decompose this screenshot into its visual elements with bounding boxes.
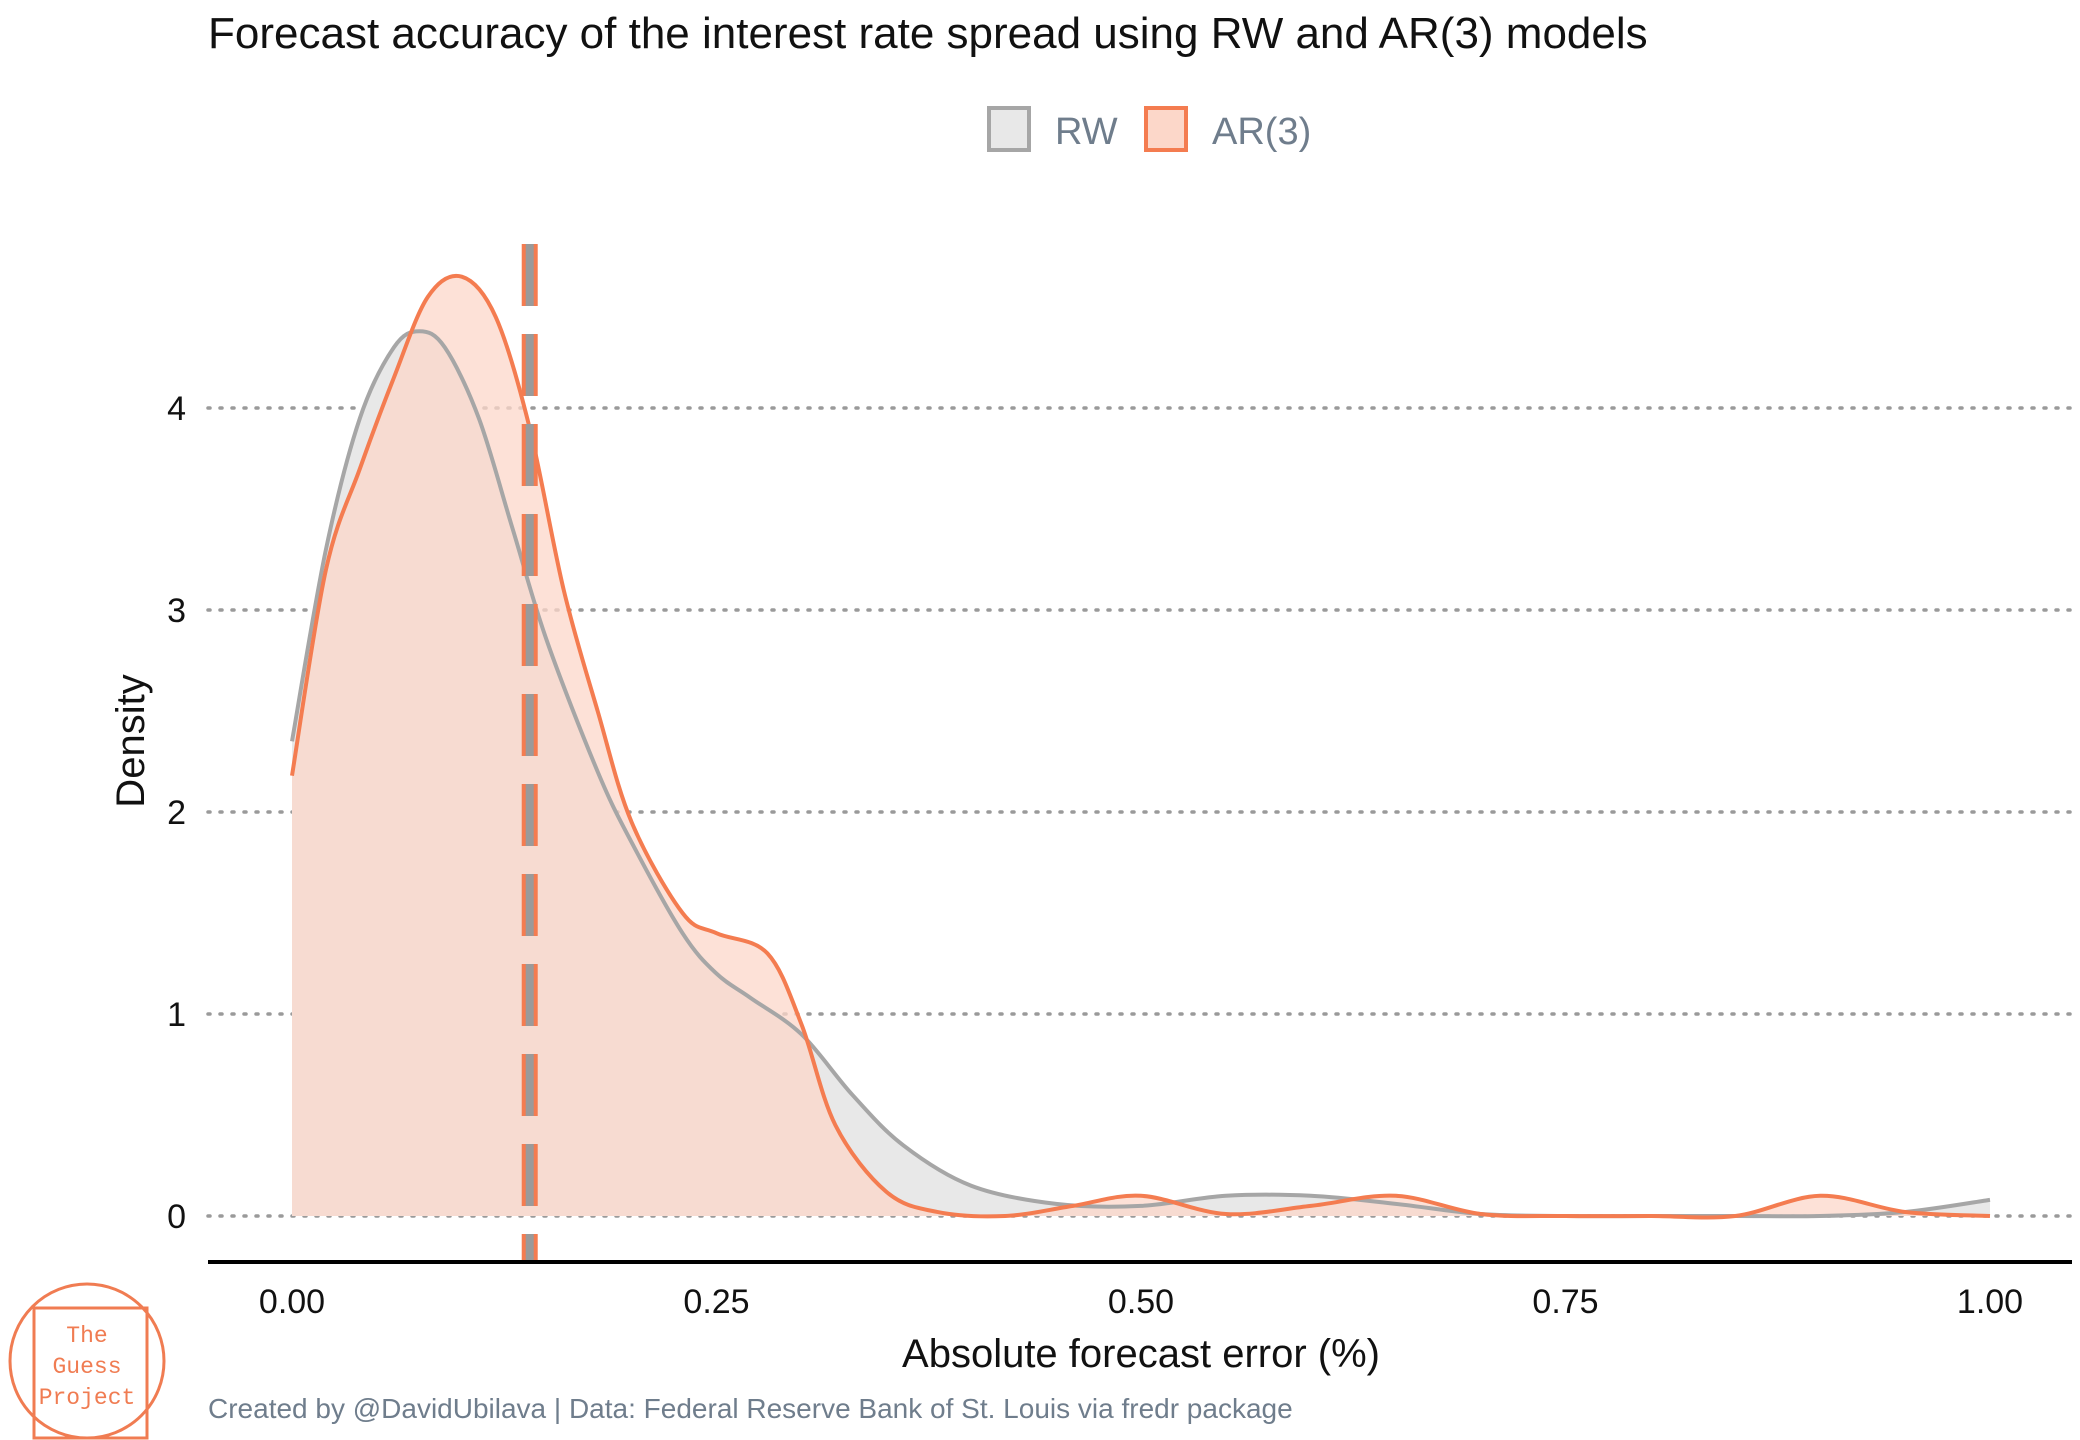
- logo-line-1: The: [66, 1323, 107, 1349]
- density-areas: [290, 273, 1991, 1220]
- x-tick-label: 0.75: [1532, 1283, 1598, 1321]
- chart-title: Forecast accuracy of the interest rate s…: [208, 9, 1648, 58]
- y-axis-title: Density: [109, 674, 153, 807]
- x-tick-label: 0.00: [259, 1283, 325, 1321]
- y-tick-label: 1: [167, 996, 186, 1034]
- x-tick-label: 1.00: [1957, 1283, 2023, 1321]
- legend: RW AR(3): [987, 106, 1311, 153]
- legend-label-rw: RW: [1055, 111, 1118, 153]
- legend-label-ar3: AR(3): [1212, 111, 1311, 153]
- density-fill-ar3: [292, 275, 1990, 1218]
- x-tick-label: 0.50: [1108, 1283, 1174, 1321]
- caption: Created by @DavidUbilava | Data: Federal…: [208, 1393, 1293, 1424]
- x-axis-title: Absolute forecast error (%): [902, 1332, 1380, 1376]
- y-tick-label: 4: [167, 390, 186, 428]
- x-tick-label: 0.25: [683, 1283, 749, 1321]
- logo-square: [32, 1306, 149, 1440]
- y-tick-label: 0: [167, 1198, 186, 1236]
- logo-line-2: Guess: [52, 1354, 121, 1380]
- legend-swatch-ar3: [1144, 106, 1188, 152]
- legend-swatch-rw: [987, 106, 1031, 152]
- y-tick-label: 3: [167, 592, 186, 630]
- guess-project-logo: The Guess Project: [8, 1282, 166, 1440]
- logo-line-3: Project: [39, 1385, 136, 1411]
- y-tick-label: 2: [167, 794, 186, 832]
- x-tick-labels: 0.00 0.25 0.50 0.75 1.00: [259, 1283, 2023, 1321]
- y-tick-labels: 0 1 2 3 4: [167, 390, 186, 1236]
- density-line-ar3: [290, 273, 1991, 1220]
